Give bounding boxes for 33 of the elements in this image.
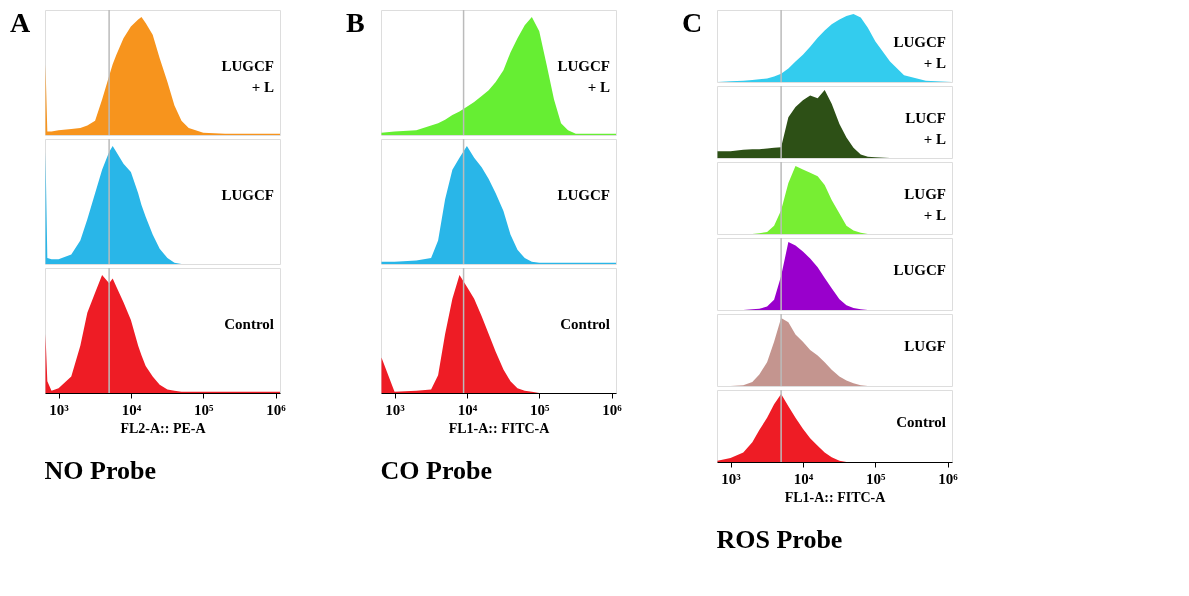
text: B	[346, 7, 365, 38]
x-tick-label: 10⁴	[121, 401, 142, 418]
x-tick-label: 10⁵	[866, 470, 886, 487]
text: LUGCF	[221, 187, 274, 204]
text: C	[682, 7, 703, 38]
series-label: LUGCF + L	[893, 34, 946, 72]
text: ROS Probe	[716, 524, 843, 554]
x-tick-label: 10⁴	[793, 470, 814, 487]
x-tick-label: 10⁶	[938, 470, 959, 487]
series-label: LUGCF + L	[557, 58, 610, 96]
x-axis-title: FL2-A:: PE-A	[120, 420, 207, 436]
text: LUGF	[904, 338, 946, 355]
series-label: LUGF + L	[904, 186, 946, 224]
x-tick-label: 10⁵	[194, 401, 214, 418]
x-tick-label: 10⁵	[530, 401, 550, 418]
x-tick-label: 10³	[385, 401, 406, 418]
x-tick-label: 10³	[49, 401, 70, 418]
x-tick-label: 10³	[721, 470, 742, 487]
x-tick-label: 10⁶	[602, 401, 623, 418]
text: CO Probe	[380, 455, 492, 485]
x-tick-label: 10⁴	[457, 401, 478, 418]
text: LUGCF	[893, 262, 946, 279]
text: Control	[224, 316, 274, 333]
text: LUGCF + L	[221, 58, 274, 96]
text: NO Probe	[44, 455, 156, 485]
x-tick-label: 10⁶	[266, 401, 287, 418]
text: LUGCF	[557, 187, 610, 204]
text: Control	[896, 414, 946, 431]
x-axis-title: FL1-A:: FITC-A	[784, 489, 887, 505]
text: Control	[560, 316, 610, 333]
text: A	[10, 7, 31, 38]
x-axis-title: FL1-A:: FITC-A	[448, 420, 551, 436]
series-label: LUCF + L	[905, 110, 946, 148]
